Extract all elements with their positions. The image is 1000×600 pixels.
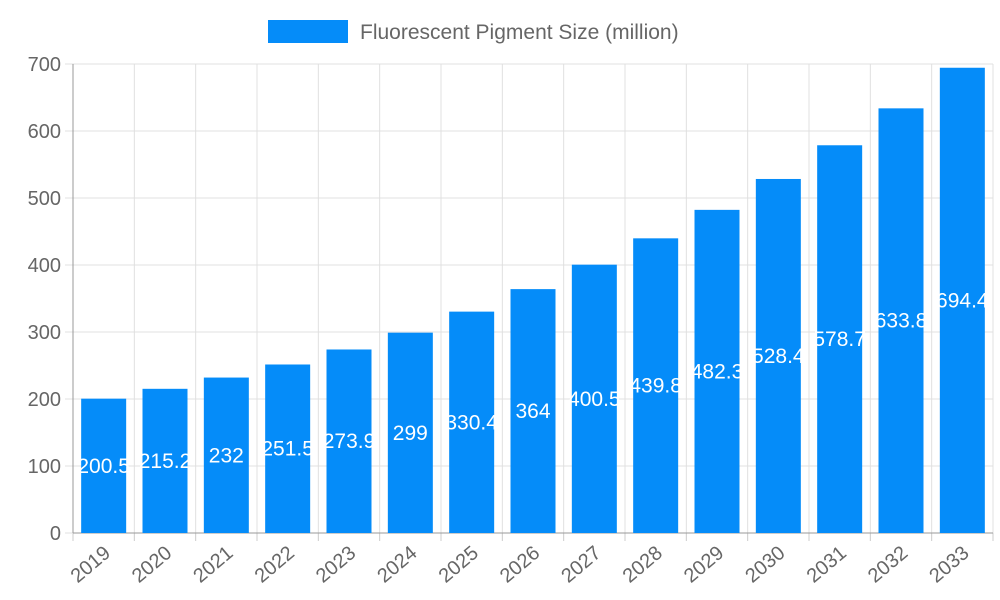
bar <box>633 238 679 534</box>
bar <box>878 108 924 533</box>
value-label: 273.9 <box>323 430 376 453</box>
x-tick-label: 2030 <box>741 542 789 587</box>
x-tick-label: 2032 <box>864 542 912 587</box>
bar <box>203 377 249 533</box>
bar <box>265 364 311 533</box>
y-tick-label: 600 <box>28 121 61 143</box>
bar <box>142 388 188 533</box>
value-label: 439.8 <box>629 375 682 398</box>
bar <box>387 332 433 533</box>
value-label: 251.5 <box>261 438 314 461</box>
x-tick-label: 2022 <box>251 542 299 587</box>
bar <box>510 289 556 533</box>
bar <box>571 264 617 533</box>
x-tick-label: 2021 <box>189 542 237 587</box>
x-tick-label: 2028 <box>619 542 667 587</box>
y-tick-label: 500 <box>28 188 61 210</box>
x-tick-label: 2031 <box>803 542 851 587</box>
y-tick-label: 200 <box>28 389 61 411</box>
bar <box>81 398 127 533</box>
value-label: 232 <box>209 444 244 467</box>
x-tick-label: 2033 <box>925 542 973 587</box>
value-label: 364 <box>515 400 550 423</box>
y-tick-label: 300 <box>28 322 61 344</box>
x-tick-label: 2024 <box>373 542 421 587</box>
x-tick-label: 2027 <box>557 542 605 587</box>
bar <box>694 209 740 533</box>
value-label: 299 <box>393 422 428 445</box>
value-label: 215.2 <box>139 450 192 473</box>
value-label: 528.4 <box>752 345 805 368</box>
x-tick-label: 2029 <box>680 542 728 587</box>
value-label: 694.4 <box>936 289 989 312</box>
bar <box>326 349 372 533</box>
legend-swatch <box>268 20 348 43</box>
y-tick-label: 400 <box>28 255 61 277</box>
x-tick-label: 2026 <box>496 542 544 587</box>
x-tick-label: 2025 <box>435 542 483 587</box>
y-tick-label: 700 <box>28 54 61 76</box>
value-label: 633.8 <box>875 310 928 333</box>
x-tick-label: 2020 <box>128 542 176 587</box>
y-tick-label: 100 <box>28 456 61 478</box>
value-label: 482.3 <box>691 360 744 383</box>
bar <box>939 67 985 533</box>
legend-label: Fluorescent Pigment Size (million) <box>360 21 679 44</box>
bar <box>817 145 863 533</box>
bar <box>449 311 495 533</box>
bar <box>755 178 801 534</box>
x-tick-label: 2019 <box>67 542 115 587</box>
x-tick-label: 2023 <box>312 542 360 587</box>
value-label: 400.5 <box>568 388 621 411</box>
value-label: 330.4 <box>445 411 498 434</box>
value-label: 200.5 <box>77 455 130 478</box>
value-label: 578.7 <box>813 328 866 351</box>
y-tick-label: 0 <box>50 523 61 545</box>
